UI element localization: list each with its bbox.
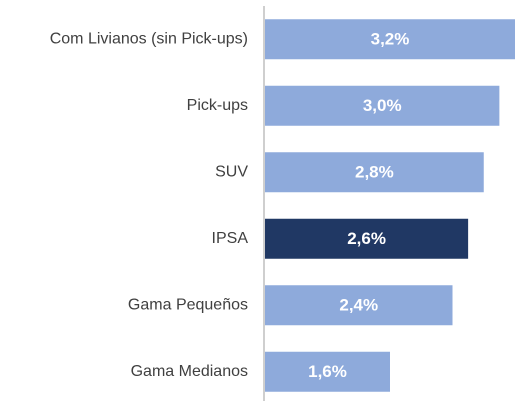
value-label: 2,4%	[339, 296, 378, 315]
category-label: Gama Medianos	[131, 363, 248, 380]
value-label: 2,8%	[355, 163, 394, 182]
value-label: 1,6%	[308, 362, 347, 381]
bar	[265, 351, 390, 392]
category-label: SUV	[215, 163, 248, 180]
category-label: IPSA	[212, 230, 249, 247]
category-label: Com Livianos (sin Pick-ups)	[50, 30, 248, 47]
value-label: 3,0%	[363, 96, 402, 115]
bar	[265, 152, 484, 193]
bar	[265, 218, 469, 259]
category-label: Gama Pequeños	[128, 296, 248, 313]
value-label: 2,6%	[347, 229, 386, 248]
bar	[265, 285, 453, 326]
bar	[265, 19, 515, 60]
category-label: Pick-ups	[187, 97, 248, 114]
bar	[265, 85, 500, 126]
value-label: 3,2%	[371, 30, 410, 49]
